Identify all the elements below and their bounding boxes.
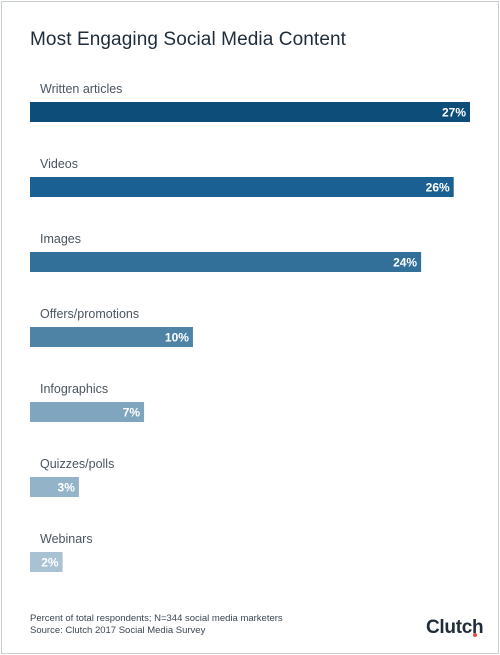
category-label: Videos — [40, 157, 78, 171]
value-label: 3% — [58, 481, 76, 495]
value-label: 7% — [123, 406, 141, 420]
chart-title: Most Engaging Social Media Content — [30, 29, 347, 50]
category-label: Offers/promotions — [40, 307, 139, 321]
bar — [30, 177, 454, 197]
bar — [30, 327, 193, 347]
logo-dot-icon — [473, 633, 477, 637]
category-label: Quizzes/polls — [40, 457, 114, 471]
bar — [30, 477, 79, 497]
value-label: 10% — [165, 331, 189, 345]
category-label: Webinars — [40, 532, 93, 546]
bar — [30, 552, 63, 572]
source-note: Source: Clutch 2017 Social Media Survey — [30, 625, 206, 636]
category-label: Infographics — [40, 382, 108, 396]
category-label: Images — [40, 232, 81, 246]
footnote: Percent of total respondents; N=344 soci… — [30, 613, 283, 624]
category-label: Written articles — [40, 82, 122, 96]
bar — [30, 252, 422, 272]
value-label: 2% — [41, 556, 59, 570]
bar — [30, 102, 470, 122]
value-label: 24% — [393, 256, 417, 270]
bar — [30, 402, 145, 422]
value-label: 26% — [426, 181, 450, 195]
clutch-logo: Clutch — [426, 617, 484, 638]
value-label: 27% — [442, 106, 466, 120]
